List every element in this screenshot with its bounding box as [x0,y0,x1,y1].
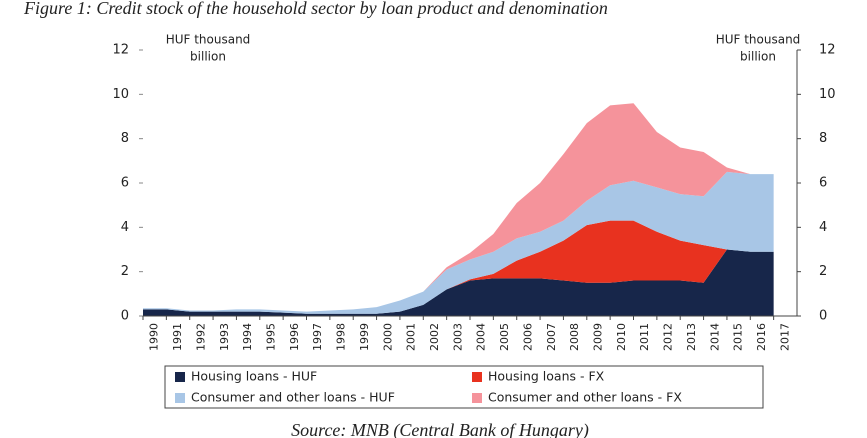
x-tick-label: 2013 [685,323,698,351]
legend-label: Consumer and other loans - HUF [191,390,395,405]
y-tick-label: 0 [121,309,129,324]
y-tick-label: 8 [121,131,129,146]
y2-tick-label: 10 [819,87,836,102]
x-tick-label: 1995 [264,323,277,351]
x-tick-label: 1991 [171,323,184,351]
x-tick-label: 2017 [778,323,791,351]
legend-label: Housing loans - HUF [191,369,317,384]
chart-title: Figure 1: Credit stock of the household … [23,0,608,18]
y-axis-label: HUF thousand [166,33,251,47]
legend-label: Housing loans - FX [488,369,605,384]
x-tick-label: 2007 [545,323,558,351]
area [143,249,774,316]
y-tick-label: 2 [121,264,129,279]
x-tick-label: 2000 [381,323,394,351]
y-tick-label: 12 [112,43,129,58]
x-tick-label: 2010 [615,323,628,351]
y2-tick-label: 6 [819,176,827,191]
x-tick-label: 2011 [638,323,651,351]
y2-tick-label: 8 [819,131,827,146]
y2-axis-label: HUF thousand [716,33,801,47]
area [143,103,774,312]
x-tick-label: 2006 [521,323,534,351]
x-tick-label: 2005 [498,323,511,351]
y2-tick-label: 4 [819,220,827,235]
y2-tick-label: 2 [819,264,827,279]
y-tick-label: 6 [121,176,129,191]
x-tick-label: 2009 [591,323,604,351]
x-tick-label: 2016 [755,323,768,351]
x-tick-label: 1994 [241,323,254,351]
legend-box [164,365,764,409]
x-tick-label: 2004 [475,323,488,351]
x-tick-label: 1993 [218,323,231,351]
legend-swatch [175,393,185,403]
x-tick-label: 2003 [451,323,464,351]
x-tick-label: 1998 [335,323,348,351]
area [143,171,774,314]
y-tick-label: 4 [121,220,129,235]
area [143,220,774,314]
source-note: Source: MNB (Central Bank of Hungary) [291,420,589,438]
legend-swatch [472,372,482,382]
y2-tick-label: 12 [819,43,836,58]
x-tick-label: 2008 [568,323,581,351]
x-tick-label: 1996 [288,323,301,351]
y2-axis-label: billion [740,50,776,64]
legend-swatch [175,372,185,382]
x-tick-label: 1999 [358,323,371,351]
x-tick-label: 1992 [194,323,207,351]
x-tick-label: 2002 [428,323,441,351]
x-tick-label: 2014 [708,323,721,351]
x-tick-label: 2012 [662,323,675,351]
x-tick-label: 2001 [405,323,418,351]
legend-swatch [472,393,482,403]
legend-label: Consumer and other loans - FX [488,390,682,405]
x-tick-label: 1997 [311,323,324,351]
x-tick-label: 1990 [148,323,161,351]
y-axis-label: billion [190,50,226,64]
y-tick-label: 10 [112,87,129,102]
x-tick-label: 2015 [732,323,745,351]
y2-tick-label: 0 [819,309,827,324]
